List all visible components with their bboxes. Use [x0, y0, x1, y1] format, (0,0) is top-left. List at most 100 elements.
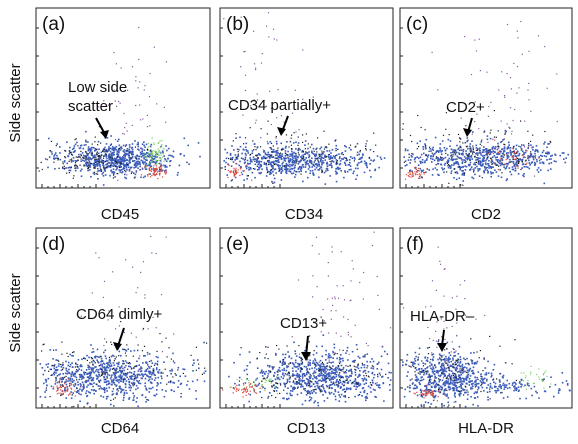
event-point: [106, 377, 109, 379]
event-point: [267, 160, 269, 162]
event-point: [92, 389, 95, 392]
event-point: [486, 71, 488, 73]
event-point: [131, 382, 133, 384]
event-point: [137, 387, 139, 389]
event-point: [495, 136, 497, 138]
event-point: [186, 384, 188, 386]
event-point: [253, 390, 255, 392]
event-point: [342, 371, 344, 373]
event-point: [266, 133, 268, 135]
event-point: [83, 164, 85, 167]
event-point: [135, 104, 137, 107]
event-point: [261, 53, 263, 55]
event-point: [304, 166, 307, 168]
event-point: [256, 155, 258, 157]
event-point: [105, 398, 108, 400]
event-point: [125, 167, 128, 169]
event-point: [533, 175, 536, 177]
event-point: [334, 389, 336, 391]
event-point: [82, 388, 84, 391]
event-point: [235, 171, 237, 173]
event-point: [128, 148, 131, 151]
event-point: [263, 99, 265, 102]
event-point: [480, 154, 483, 156]
event-point: [52, 387, 55, 390]
event-point: [236, 163, 238, 165]
event-point: [387, 362, 390, 365]
event-point: [353, 360, 355, 362]
axis-ticks: [220, 27, 281, 188]
event-point: [505, 152, 508, 154]
event-point: [60, 363, 62, 366]
event-point: [57, 359, 59, 362]
event-point: [91, 157, 94, 160]
event-point: [95, 374, 98, 377]
event-point: [484, 166, 486, 168]
event-point: [310, 397, 313, 399]
event-point: [328, 372, 331, 374]
event-point: [93, 166, 95, 168]
event-point: [122, 360, 124, 362]
event-point: [156, 170, 158, 172]
event-point: [513, 150, 515, 152]
event-point: [138, 364, 140, 366]
event-point: [83, 157, 85, 159]
event-point: [265, 346, 267, 348]
event-point: [159, 162, 161, 165]
event-point: [318, 375, 320, 377]
event-point: [107, 395, 109, 398]
event-point: [441, 140, 444, 142]
event-point: [356, 142, 359, 145]
event-point: [110, 355, 113, 358]
event-point: [229, 158, 232, 160]
event-point: [118, 355, 120, 357]
event-point: [124, 349, 127, 351]
event-point: [87, 372, 90, 375]
event-point: [513, 62, 515, 65]
event-point: [109, 360, 111, 362]
event-point: [102, 372, 104, 374]
event-point: [141, 167, 143, 169]
event-point: [317, 401, 319, 404]
event-point: [66, 370, 69, 373]
event-point: [195, 390, 197, 392]
event-point: [284, 147, 287, 149]
event-point: [516, 30, 518, 32]
event-point: [275, 137, 277, 139]
event-point: [159, 165, 162, 167]
event-point: [66, 141, 68, 143]
event-point: [135, 336, 137, 338]
event-point: [330, 387, 333, 389]
event-point: [529, 153, 531, 155]
event-point: [171, 155, 174, 157]
event-point: [264, 153, 267, 156]
event-point: [313, 321, 315, 323]
event-point: [363, 391, 366, 394]
event-point: [300, 386, 302, 388]
event-point: [513, 152, 516, 154]
event-point: [269, 172, 272, 174]
event-point: [550, 155, 552, 157]
event-point: [102, 184, 105, 186]
event-point: [334, 398, 337, 401]
event-point: [130, 157, 132, 159]
event-point: [404, 149, 407, 152]
event-point: [244, 50, 246, 52]
event-point: [225, 157, 228, 160]
event-point: [128, 381, 130, 384]
event-point: [328, 375, 330, 378]
event-point: [102, 166, 105, 168]
event-point: [470, 74, 473, 76]
event-point: [126, 361, 128, 364]
event-point: [98, 381, 101, 383]
event-point: [529, 154, 532, 157]
event-point: [370, 159, 372, 162]
event-point: [329, 160, 331, 163]
event-point: [173, 382, 176, 384]
event-point: [135, 376, 137, 379]
event-point: [297, 142, 300, 144]
event-point: [265, 158, 267, 160]
event-point: [145, 159, 148, 161]
event-point: [315, 365, 317, 367]
event-point: [527, 144, 530, 147]
